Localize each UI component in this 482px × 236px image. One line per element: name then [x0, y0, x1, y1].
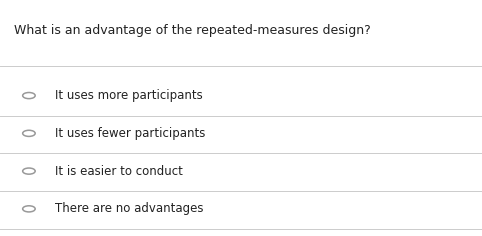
Text: There are no advantages: There are no advantages: [55, 202, 204, 215]
Text: It uses fewer participants: It uses fewer participants: [55, 127, 206, 140]
Text: It is easier to conduct: It is easier to conduct: [55, 164, 183, 178]
Text: It uses more participants: It uses more participants: [55, 89, 203, 102]
Text: What is an advantage of the repeated-measures design?: What is an advantage of the repeated-mea…: [14, 24, 371, 37]
